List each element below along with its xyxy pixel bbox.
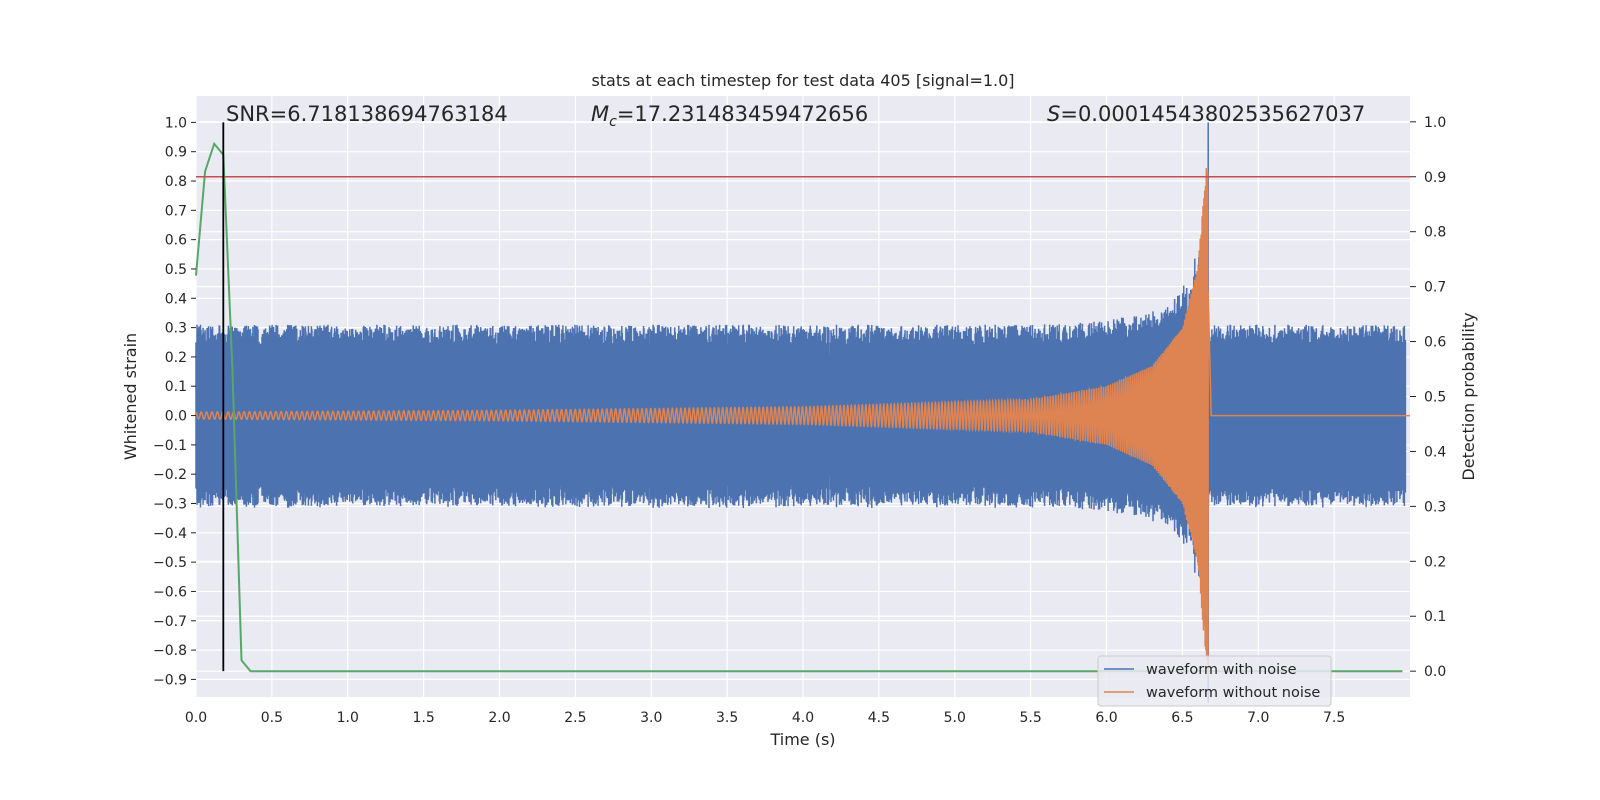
legend-label: waveform with noise xyxy=(1146,662,1297,678)
x-tick-label: 4.5 xyxy=(868,710,890,726)
y-tick-label: 0.0 xyxy=(165,409,187,425)
s-annotation: S=0.00014543802535627037 xyxy=(1047,102,1365,126)
snr-annotation: SNR=6.718138694763184 xyxy=(226,102,508,126)
s-symbol: S xyxy=(1047,102,1060,126)
x-tick-label: 5.5 xyxy=(1019,710,1041,726)
x-tick-label: 4.0 xyxy=(792,710,814,726)
x-tick-label: 2.5 xyxy=(564,710,586,726)
x-tick-label: 6.0 xyxy=(1095,710,1117,726)
y-tick-label-right: 0.9 xyxy=(1424,170,1446,186)
y-tick-label-right: 0.5 xyxy=(1424,390,1446,406)
y-tick-label-right: 0.6 xyxy=(1424,335,1446,351)
right-axis: 1.0 0.9 0.8 0.7 0.6 0.5 0.4 0.3 0.2 0.1 0.0 xyxy=(1410,115,1446,680)
x-tick-label: 2.0 xyxy=(488,710,510,726)
y-tick-label: 0.4 xyxy=(165,291,187,307)
y-tick-label: −0.3 xyxy=(153,497,187,513)
y-tick-label: 0.7 xyxy=(165,203,187,219)
x-tick-label: 7.0 xyxy=(1247,710,1269,726)
y-tick-label: −0.8 xyxy=(153,643,187,659)
x-tick-label: 3.0 xyxy=(640,710,662,726)
chart-title: stats at each timestep for test data 405… xyxy=(591,71,1014,90)
y-tick-label: 0.9 xyxy=(165,145,187,161)
s-value: =0.00014543802535627037 xyxy=(1060,102,1365,126)
left-axis: 1.0 0.9 0.8 0.7 0.6 0.5 0.4 0.3 0.2 0.1 0.0 −0.1 −0.… xyxy=(153,115,196,688)
x-axis: 0.0 0.5 1.0 1.5 2.0 2.5 3.0 3.5 4.0 4.5 5.0 5.5 6.0 6… xyxy=(185,710,1345,726)
y-tick-label: −0.1 xyxy=(153,438,187,454)
x-tick-label: 0.5 xyxy=(261,710,283,726)
mc-value: =17.231483459472656 xyxy=(617,102,868,126)
series-waveform-without-noise xyxy=(195,168,1410,676)
y-tick-label: 0.2 xyxy=(165,350,187,366)
series-layer xyxy=(195,122,1410,703)
y-tick-label: 1.0 xyxy=(165,115,187,131)
y-tick-label-right: 0.8 xyxy=(1424,225,1446,241)
y-tick-label-right: 0.2 xyxy=(1424,554,1446,570)
y-tick-label: −0.2 xyxy=(153,467,187,483)
y-tick-label: 0.6 xyxy=(165,233,187,249)
y-tick-label: 0.8 xyxy=(165,174,187,190)
x-tick-label: 0.0 xyxy=(185,710,207,726)
y-tick-label-right: 0.7 xyxy=(1424,280,1446,296)
x-tick-label: 3.5 xyxy=(716,710,738,726)
y-tick-label-right: 0.4 xyxy=(1424,444,1446,460)
x-tick-label: 6.5 xyxy=(1171,710,1193,726)
y-axis-label: Whitened strain xyxy=(121,333,140,460)
y-axis-label-right: Detection probability xyxy=(1459,312,1478,480)
x-tick-label: 5.0 xyxy=(944,710,966,726)
chirp-mass-annotation: Mc=17.231483459472656 xyxy=(591,102,868,130)
y-tick-label: 0.5 xyxy=(165,262,187,278)
y-tick-label: −0.7 xyxy=(153,614,187,630)
y-tick-label-right: 0.1 xyxy=(1424,609,1446,625)
y-tick-label-right: 1.0 xyxy=(1424,115,1446,131)
series-detection-probability xyxy=(195,141,1403,673)
y-tick-label: −0.5 xyxy=(153,555,187,571)
x-tick-label: 1.0 xyxy=(337,710,359,726)
x-tick-label: 7.5 xyxy=(1323,710,1345,726)
legend: waveform with noise waveform without nois… xyxy=(1097,655,1332,707)
legend-label: waveform without noise xyxy=(1146,685,1320,701)
y-tick-label-right: 0.3 xyxy=(1424,499,1446,515)
y-tick-label: 0.1 xyxy=(165,379,187,395)
x-tick-label: 1.5 xyxy=(412,710,434,726)
y-tick-label: 0.3 xyxy=(165,321,187,337)
x-axis-label: Time (s) xyxy=(769,730,835,749)
mc-subscript: c xyxy=(609,114,617,130)
y-tick-label: −0.6 xyxy=(153,584,187,600)
y-tick-label-right: 0.0 xyxy=(1424,664,1446,680)
legend-box xyxy=(1097,655,1332,707)
y-tick-label: −0.4 xyxy=(153,526,187,542)
y-tick-label: −0.9 xyxy=(153,672,187,688)
mc-symbol: M xyxy=(591,102,609,126)
